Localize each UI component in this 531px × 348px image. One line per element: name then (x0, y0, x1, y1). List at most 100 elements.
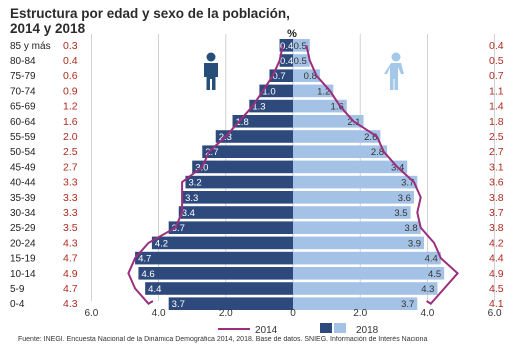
age-group-label: 35-39 (10, 193, 36, 204)
male-icon-body (204, 63, 218, 90)
value-2014-female: 3.8 (489, 222, 504, 234)
data-label-female: 3.8 (404, 223, 417, 234)
data-label-male: 3.7 (172, 299, 185, 310)
x-tick-label: 6.0 (488, 308, 502, 319)
legend-swatch-2018-male (320, 323, 332, 333)
unit-label: % (287, 28, 297, 40)
value-2014-female: 2.7 (489, 146, 504, 158)
value-2014-male: 0.9 (63, 85, 78, 97)
data-label-female: 3.9 (408, 238, 421, 249)
legend-label-2018: 2018 (356, 325, 379, 336)
age-group-label: 85 y más (10, 41, 51, 52)
value-2014-female: 1.8 (489, 116, 504, 128)
data-label-male: 3.7 (172, 223, 185, 234)
age-group-label: 60-64 (10, 117, 36, 128)
male-icon (206, 52, 216, 62)
data-label-female: 0.5 (294, 56, 307, 67)
legend-swatch-2018-female (334, 323, 346, 333)
value-2014-female: 0.5 (489, 55, 504, 67)
bar-male-2018 (202, 145, 293, 158)
value-2014-female: 4.9 (489, 268, 504, 280)
data-label-male: 4.7 (138, 254, 151, 265)
age-group-label: 70-74 (10, 86, 36, 97)
bar-male-2018 (279, 54, 293, 67)
bar-male-2018 (192, 160, 293, 174)
chart-title: Estructura por edad y sexo de la poblaci… (10, 6, 290, 36)
age-group-label: 75-79 (10, 71, 36, 82)
data-label-male: 4.6 (141, 269, 154, 280)
data-label-female: 4.5 (428, 269, 441, 280)
value-2014-male: 2.0 (63, 131, 78, 143)
data-label-female: 4.4 (425, 254, 438, 265)
bar-female-2018 (293, 160, 408, 174)
value-2014-male: 2.5 (63, 146, 78, 158)
bar-male-2018 (135, 251, 293, 265)
bar-female-2018 (293, 39, 310, 52)
value-2014-female: 0.4 (489, 40, 504, 52)
value-2014-male: 2.7 (63, 161, 78, 173)
data-label-male: 4.2 (155, 238, 168, 249)
bar-male-2018 (168, 221, 293, 234)
value-2014-male: 4.3 (63, 298, 78, 310)
data-label-male: 3.2 (188, 178, 201, 189)
age-group-label: 55-59 (10, 132, 36, 143)
source-note: Fuente: INEGI. Encuesta Nacional de la D… (18, 336, 428, 343)
line-2014 (127, 45, 284, 305)
bar-male-2018 (259, 84, 293, 98)
value-2014-male: 4.3 (63, 237, 78, 249)
bar-male-2018 (182, 191, 293, 204)
value-2014-male: 3.3 (63, 177, 78, 189)
age-group-label: 65-69 (10, 102, 36, 113)
value-2014-female: 0.7 (489, 70, 504, 82)
data-label-male: 1.3 (252, 102, 265, 113)
value-2014-female: 4.2 (489, 237, 504, 249)
value-2014-male: 3.3 (63, 207, 78, 219)
age-group-label: 45-49 (10, 162, 36, 173)
female-icon-body (384, 63, 404, 90)
bar-male-2018 (138, 267, 293, 280)
age-group-label: 0-4 (10, 299, 25, 310)
data-label-female: 3.6 (398, 193, 411, 204)
data-label-male: 1.8 (236, 117, 249, 128)
value-2014-male: 4.7 (63, 253, 78, 265)
value-2014-male: 4.7 (63, 283, 78, 295)
value-2014-female: 4.4 (489, 253, 504, 265)
bar-male-2018 (151, 236, 293, 250)
bar-male-2018 (145, 282, 293, 295)
x-tick-label: 6.0 (84, 308, 98, 319)
bar-female-2018 (293, 175, 418, 189)
value-2014-male: 0.4 (63, 55, 78, 67)
bar-female-2018 (293, 130, 381, 143)
data-label-female: 0.5 (294, 41, 307, 52)
bar-female-2018 (293, 115, 364, 128)
data-label-female: 2.8 (371, 147, 384, 158)
bar-male-2018 (168, 297, 293, 310)
age-group-label: 50-54 (10, 147, 36, 158)
x-tick-label: 0 (290, 308, 296, 319)
bar-female-2018 (293, 191, 414, 204)
x-tick-label: 2.0 (219, 308, 233, 319)
value-2014-male: 3.3 (63, 192, 78, 204)
data-label-female: 3.5 (394, 208, 407, 219)
bar-male-2018 (178, 206, 293, 219)
value-2014-female: 3.6 (489, 177, 504, 189)
age-group-label: 15-19 (10, 254, 36, 265)
bar-female-2018 (293, 69, 320, 82)
data-label-male: 2.7 (205, 147, 218, 158)
data-label-male: 1.0 (262, 86, 275, 97)
x-tick-label: 4.0 (152, 308, 166, 319)
value-2014-female: 4.1 (489, 298, 504, 310)
age-group-label: 30-34 (10, 208, 36, 219)
data-label-female: 1.6 (331, 102, 344, 113)
x-tick-label: 4.0 (420, 308, 434, 319)
line-2014 (305, 45, 460, 306)
data-label-female: 0.8 (304, 71, 317, 82)
data-label-female: 4.3 (421, 284, 434, 295)
value-2014-female: 3.1 (489, 161, 504, 173)
bar-female-2018 (293, 84, 334, 98)
data-label-male: 3.4 (182, 208, 195, 219)
bar-female-2018 (293, 206, 411, 219)
value-2014-male: 0.6 (63, 70, 78, 82)
x-tick-label: 2.0 (353, 308, 367, 319)
data-label-male: 0.4 (280, 41, 293, 52)
